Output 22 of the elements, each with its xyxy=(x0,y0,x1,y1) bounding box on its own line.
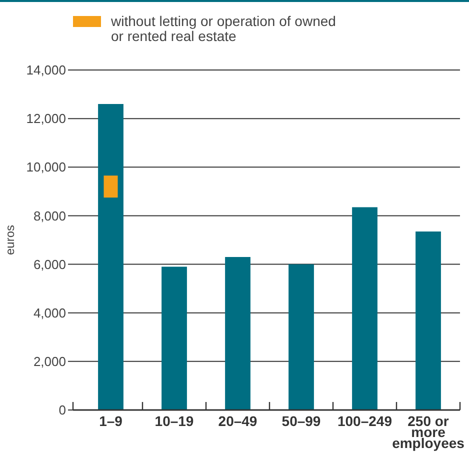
y-tick-label: 10,000 xyxy=(26,160,66,175)
x-tick-label: 50–99 xyxy=(282,413,321,429)
y-tick-label: 6,000 xyxy=(33,256,66,272)
legend-label: without letting or operation of owned or rented real estate xyxy=(110,13,336,44)
y-tick-label: 14,000 xyxy=(26,62,66,78)
y-tick-label: 2,000 xyxy=(33,354,66,369)
x-tick-label: 20–49 xyxy=(218,413,258,429)
x-tick-label: 1–9 xyxy=(99,413,123,429)
bar xyxy=(288,264,314,410)
bar xyxy=(352,207,378,410)
x-tick-label: 250 or more employees xyxy=(392,413,465,451)
x-tick-label: 100–249 xyxy=(337,413,392,429)
bar xyxy=(162,266,187,410)
bar xyxy=(98,104,124,410)
x-tick-label: 10–19 xyxy=(154,413,194,429)
y-tick-label: 8,000 xyxy=(33,208,66,224)
y-tick-label: 4,000 xyxy=(33,305,66,320)
y-tick-label: 12,000 xyxy=(26,111,66,126)
bar xyxy=(225,257,250,410)
y-axis-title: euros xyxy=(3,224,17,256)
y-tick-label: 0 xyxy=(58,402,66,418)
bar xyxy=(416,232,441,410)
